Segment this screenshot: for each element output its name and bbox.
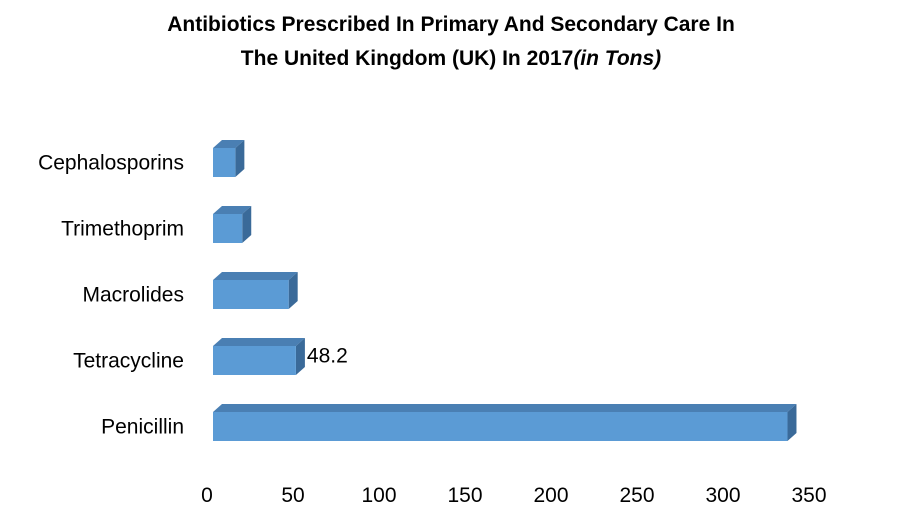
- bar-front-face: [213, 214, 243, 243]
- bar-side-face: [295, 338, 305, 375]
- bar-front-face: [213, 412, 788, 441]
- y-axis-labels: Penicillin Tetracycline Macrolides Trimetho…: [38, 152, 184, 439]
- x-tick-label: 50: [281, 484, 304, 507]
- x-tick-label: 100: [361, 484, 396, 507]
- x-tick-label: 350: [791, 484, 826, 507]
- y-label-trimethoprim: Trimethoprim: [61, 218, 184, 241]
- y-label-tetracycline: Tetracycline: [73, 350, 184, 373]
- bar-top-face: [213, 404, 797, 412]
- bar-tetracycline: [213, 338, 305, 375]
- bar-cephalosporins: [213, 140, 245, 177]
- x-tick-label: 200: [533, 484, 568, 507]
- y-label-macrolides: Macrolides: [82, 284, 184, 307]
- x-axis-tick-labels: 0 50 100 150 200 250 300 350: [201, 484, 826, 507]
- chart-title-unit: (in Tons): [573, 47, 662, 70]
- x-tick-label: 0: [201, 484, 213, 507]
- bar-top-face: [213, 272, 298, 280]
- x-tick-label: 150: [447, 484, 482, 507]
- bar-side-face: [235, 140, 245, 177]
- chart-title-line-2: The United Kingdom (UK) In 2017(in Tons): [0, 42, 902, 76]
- chart-title-main: The United Kingdom (UK) In 2017: [240, 47, 574, 70]
- x-tick-label: 300: [705, 484, 740, 507]
- bar-side-face: [787, 404, 797, 441]
- bar-top-face: [213, 140, 245, 148]
- bar-top-face: [213, 338, 305, 346]
- bar-front-face: [213, 280, 289, 309]
- bar-macrolides: [213, 272, 298, 309]
- bars-group: [213, 140, 797, 441]
- bar-trimethoprim: [213, 206, 252, 243]
- bar-side-face: [242, 206, 252, 243]
- data-labels-group: 48.2: [307, 345, 348, 368]
- x-tick-label: 250: [619, 484, 654, 507]
- bar-front-face: [213, 346, 296, 375]
- bar-penicillin: [213, 404, 797, 441]
- bar-side-face: [288, 272, 298, 309]
- chart-title-line-1: Antibiotics Prescribed In Primary And Se…: [167, 13, 735, 36]
- y-label-cephalosporins: Cephalosporins: [38, 152, 184, 175]
- bar-front-face: [213, 148, 236, 177]
- data-label-tetracycline: 48.2: [307, 345, 348, 368]
- y-label-penicillin: Penicillin: [101, 416, 184, 439]
- bar-top-face: [213, 206, 252, 214]
- chart-title: Antibiotics Prescribed In Primary And Se…: [0, 8, 902, 76]
